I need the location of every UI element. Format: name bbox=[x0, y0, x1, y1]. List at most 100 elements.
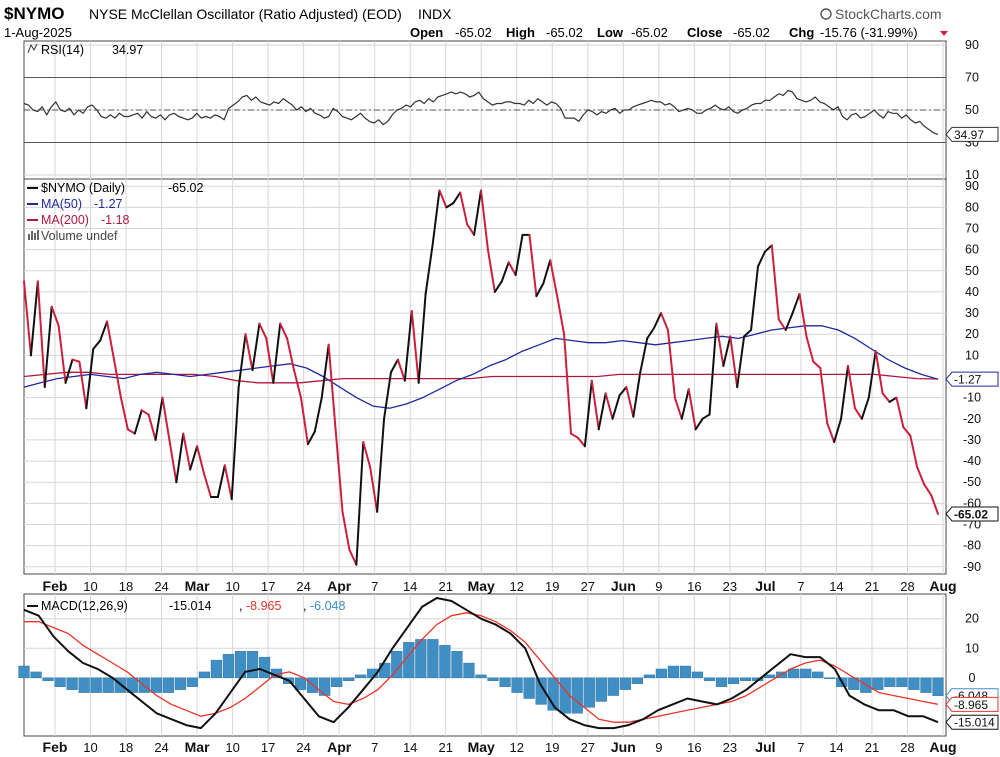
nymo-segment-54 bbox=[389, 358, 399, 374]
histogram-bar-14 bbox=[186, 677, 198, 687]
histogram-bar-2 bbox=[42, 677, 54, 681]
nymo-segment-58 bbox=[417, 293, 427, 384]
price-y-tick--40: -40 bbox=[963, 454, 981, 468]
nymo-segment-113 bbox=[798, 293, 808, 338]
nymo-segment-32 bbox=[237, 333, 247, 389]
histogram-bar-1 bbox=[30, 671, 42, 679]
nymo-segment-22 bbox=[168, 438, 178, 484]
x-tick-label-macd-1: 10 bbox=[83, 740, 97, 755]
nymo-segment-127 bbox=[895, 396, 905, 429]
nymo-segment-31 bbox=[230, 386, 240, 501]
histogram-bar-65 bbox=[800, 668, 812, 679]
price-y-tick-20: 20 bbox=[965, 327, 979, 341]
x-tick-label-price-13: 12 bbox=[510, 579, 524, 594]
series-layer bbox=[18, 89, 944, 730]
price-legend: $NYMO (Daily) -65.02 MA(50) -1.27 MA(200… bbox=[27, 181, 203, 243]
price-y-tick--90: -90 bbox=[963, 560, 981, 574]
histogram-bar-59 bbox=[727, 677, 740, 684]
x-tick-label-macd-20: Jul bbox=[755, 739, 775, 755]
nymo-segment-24 bbox=[182, 432, 192, 471]
histogram-bar-58 bbox=[715, 677, 728, 687]
histogram-bar-11 bbox=[150, 677, 162, 693]
x-tick-label-price-24: 28 bbox=[900, 579, 914, 594]
histogram-bar-37 bbox=[463, 662, 475, 679]
nymo-segment-118 bbox=[833, 417, 843, 444]
x-tick-label-price-8: Apr bbox=[327, 578, 352, 594]
macd-last-tag-box bbox=[945, 714, 999, 730]
nymo-segment-106 bbox=[750, 265, 759, 331]
x-tick-label-macd-18: 16 bbox=[687, 740, 701, 755]
histogram-bar-16 bbox=[210, 659, 223, 679]
x-tick-label-macd-7: 24 bbox=[296, 740, 310, 755]
nymo-segment-29 bbox=[216, 464, 226, 499]
x-tick-label-price-7: 24 bbox=[296, 579, 310, 594]
nymo-segment-121 bbox=[853, 407, 863, 420]
price-y-tick-90: 90 bbox=[965, 179, 979, 193]
nymo-segment-112 bbox=[791, 293, 801, 315]
nymo-segment-7 bbox=[64, 358, 74, 384]
nymo-segment-74 bbox=[528, 233, 538, 298]
x-tick-label-price-23: 21 bbox=[865, 579, 879, 594]
nymo-segment-62 bbox=[445, 202, 455, 209]
nymo-segment-40 bbox=[293, 369, 302, 399]
nymo-last-tag-text: -65.02 bbox=[954, 507, 988, 521]
x-tick-label-price-4: Mar bbox=[185, 578, 210, 594]
high-value: -65.02 bbox=[546, 25, 583, 40]
close-value: -65.02 bbox=[733, 25, 770, 40]
histogram-bar-20 bbox=[258, 656, 271, 679]
rsi-last-tag: 34.97 bbox=[945, 126, 999, 142]
nymo-segment-17 bbox=[133, 409, 143, 435]
macd-y-tick-0: 0 bbox=[969, 671, 976, 685]
nymo-segment-21 bbox=[161, 396, 171, 441]
nymo-segment-103 bbox=[729, 335, 739, 389]
x-tick-label-price-18: 16 bbox=[687, 579, 701, 594]
histogram-bar-6 bbox=[90, 677, 102, 693]
histogram-bar-46 bbox=[571, 677, 583, 714]
nymo-segment-124 bbox=[874, 350, 884, 395]
x-tick-label-macd-4: Mar bbox=[185, 739, 210, 755]
histogram-bar-56 bbox=[691, 671, 704, 679]
nymo-segment-115 bbox=[812, 360, 822, 370]
histogram-bar-72 bbox=[884, 677, 896, 687]
x-tick-label-macd-5: 10 bbox=[225, 740, 239, 755]
nymo-segment-129 bbox=[909, 434, 919, 469]
histogram-bar-33 bbox=[415, 639, 427, 679]
exchange-label: INDX bbox=[418, 6, 452, 22]
histogram-bar-17 bbox=[222, 653, 235, 679]
x-tick-label-macd-9: 7 bbox=[371, 740, 378, 755]
nymo-segment-105 bbox=[743, 328, 753, 338]
nymo-segment-107 bbox=[756, 250, 766, 268]
histogram-bar-41 bbox=[511, 677, 523, 693]
nymo-segment-80 bbox=[570, 432, 579, 439]
price-legend-value: -65.02 bbox=[168, 181, 203, 195]
nymo-segment-104 bbox=[736, 335, 746, 389]
last-value-tags: 34.97-1.27-65.02-6.048-8.965-15.014 bbox=[945, 126, 999, 730]
x-tick-label-macd-25: Aug bbox=[929, 739, 956, 755]
histogram-bar-53 bbox=[655, 668, 668, 679]
nymo-segment-72 bbox=[514, 233, 524, 277]
histogram-bar-55 bbox=[679, 665, 692, 679]
nymo-segment-116 bbox=[819, 367, 829, 425]
rsi-last-tag-box bbox=[945, 126, 999, 142]
x-tick-label-price-1: 10 bbox=[83, 579, 97, 594]
histogram-bar-49 bbox=[607, 677, 619, 696]
histogram-bar-15 bbox=[198, 671, 211, 679]
histogram-bar-44 bbox=[547, 677, 559, 711]
nymo-segment-46 bbox=[334, 428, 344, 513]
nymo-segment-18 bbox=[140, 409, 150, 416]
nymo-segment-35 bbox=[258, 322, 268, 340]
price-y-tick-70: 70 bbox=[965, 222, 979, 236]
histogram-bar-38 bbox=[475, 674, 487, 679]
watermark: StockCharts.com bbox=[820, 6, 942, 22]
histogram-bar-64 bbox=[788, 668, 800, 679]
histogram-bar-27 bbox=[343, 677, 355, 681]
grid-layer bbox=[24, 41, 946, 736]
price-y-tick--10: -10 bbox=[963, 391, 981, 405]
nymo-segment-50 bbox=[362, 441, 372, 469]
histogram-bar-48 bbox=[595, 677, 607, 702]
nymo-segment-87 bbox=[618, 386, 628, 397]
macd-last-tag: -15.014 bbox=[945, 714, 999, 730]
rsi-line bbox=[23, 89, 939, 135]
histogram-bar-51 bbox=[631, 677, 643, 684]
nymo-segment-93 bbox=[660, 312, 669, 331]
